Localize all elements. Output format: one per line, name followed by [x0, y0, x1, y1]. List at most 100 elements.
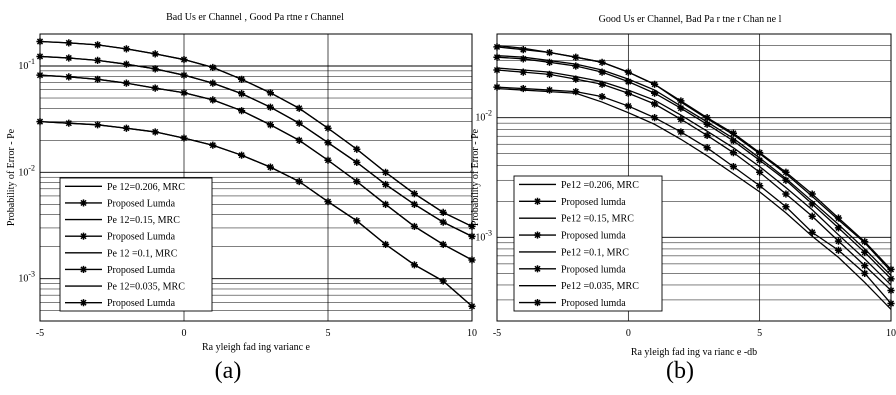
legend-entry-5: Proposed lumda	[561, 264, 626, 275]
series-marker-7	[324, 198, 332, 206]
axes-frame	[496, 33, 892, 322]
x-axis-label: Ra yleigh fad ing varianc e	[202, 342, 311, 353]
x-tick-label: -5	[36, 328, 44, 339]
y-tick-label: 10-3	[18, 270, 35, 285]
series-marker-3	[782, 176, 790, 184]
series-marker-1	[756, 149, 764, 157]
series-line-2	[496, 54, 892, 276]
series-marker-1	[122, 45, 130, 53]
series-marker-5	[439, 240, 447, 249]
series-marker-3	[834, 224, 843, 232]
series-marker-3	[122, 60, 130, 68]
series-marker-1	[519, 46, 527, 54]
caption-a: (a)	[214, 358, 242, 384]
y-axis-label: Probability of Error - Pe	[470, 128, 481, 226]
series-line-3	[39, 55, 473, 237]
series-marker-5	[266, 121, 274, 129]
series-marker-7	[782, 203, 790, 211]
series-marker-7	[209, 141, 217, 149]
chart-title: Bad Us er Channel , Good Pa rtne r Chann…	[166, 12, 344, 23]
series-marker-3	[808, 200, 816, 208]
series-marker-1	[703, 114, 711, 122]
series-marker-1	[324, 124, 332, 132]
x-tick-label: -5	[493, 328, 501, 339]
series-marker-5	[703, 131, 711, 140]
series-marker-1	[94, 41, 102, 49]
series-marker-7	[151, 128, 159, 136]
legend-entry-2: Pe12 =0.15, MRC	[561, 214, 634, 225]
series-marker-5	[122, 79, 130, 87]
legend-marker-5	[79, 265, 88, 274]
series-marker-3	[677, 104, 685, 112]
x-tick-label: 10	[467, 328, 477, 339]
series-marker-1	[545, 48, 554, 57]
series-marker-1	[439, 208, 447, 217]
series-marker-7	[353, 217, 361, 225]
series-marker-3	[439, 218, 447, 226]
series-marker-3	[180, 71, 188, 79]
series-marker-3	[545, 58, 554, 66]
legend-entry-6: Pe12 =0.035, MRC	[561, 281, 639, 292]
series-marker-5	[651, 100, 659, 108]
series-marker-7	[703, 144, 711, 152]
legend: Pe 12=0.206, MRC Proposed Lumda Pe 12=0.15…	[59, 177, 213, 312]
y-tick-label: 10-2	[18, 163, 35, 178]
series-marker-5	[834, 237, 843, 245]
series-marker-7	[808, 228, 816, 236]
x-tick-label: 5	[326, 328, 331, 339]
series-marker-5	[353, 177, 361, 186]
chart-title: Good Us er Channel, Bad Pa r tne r Chan …	[599, 14, 782, 25]
series-marker-1	[151, 50, 159, 58]
legend-marker-3	[79, 232, 88, 240]
series-marker-3	[624, 78, 632, 86]
series-marker-1	[782, 168, 790, 176]
series-marker-5	[519, 68, 527, 76]
series-line-6	[496, 87, 892, 310]
legend-box	[513, 175, 663, 312]
series-marker-5	[572, 75, 580, 83]
legend-entry-4: Pe12 =0.1, MRC	[561, 247, 629, 258]
series-marker-5	[808, 212, 816, 220]
series-marker-3	[209, 79, 217, 87]
series-line-1	[496, 46, 892, 270]
series-marker-7	[65, 119, 73, 127]
series-marker-7	[598, 92, 606, 101]
series-marker-7	[572, 88, 580, 96]
series-marker-1	[238, 75, 246, 83]
legend-entry-7: Proposed Lumda	[107, 298, 176, 309]
series-marker-5	[756, 168, 764, 176]
legend-entry-5: Proposed Lumda	[107, 265, 176, 276]
series-marker-3	[295, 119, 303, 127]
legend-entry-3: Proposed Lumda	[107, 232, 176, 243]
series-marker-7	[756, 182, 764, 190]
series-marker-1	[834, 214, 843, 222]
series-marker-7	[624, 102, 632, 110]
series-line-4	[496, 67, 892, 286]
series-marker-7	[238, 151, 246, 159]
series-marker-3	[651, 89, 659, 97]
series-marker-5	[238, 107, 246, 115]
series-marker-5	[324, 156, 332, 164]
series-marker-3	[94, 56, 102, 64]
series-marker-3	[324, 139, 332, 147]
series-marker-7	[519, 84, 527, 93]
series-marker-1	[624, 68, 632, 76]
series-line-3	[496, 56, 892, 280]
series-marker-7	[651, 114, 659, 122]
x-tick-label: 0	[182, 328, 187, 339]
x-tick-label: 5	[757, 328, 762, 339]
series-marker-5	[382, 200, 390, 208]
series-group	[493, 43, 895, 310]
legend-entry-6: Pe 12=0.035, MRC	[107, 282, 185, 293]
series-marker-1	[266, 89, 274, 97]
series-marker-3	[756, 156, 764, 164]
series-marker-1	[209, 63, 217, 72]
series-marker-3	[598, 68, 606, 76]
series-marker-3	[266, 103, 274, 111]
series-marker-3	[729, 137, 737, 145]
series-marker-3	[572, 62, 580, 70]
x-tick-label: 10	[886, 328, 896, 339]
axes-frame	[39, 33, 473, 322]
series-marker-5	[410, 222, 418, 231]
